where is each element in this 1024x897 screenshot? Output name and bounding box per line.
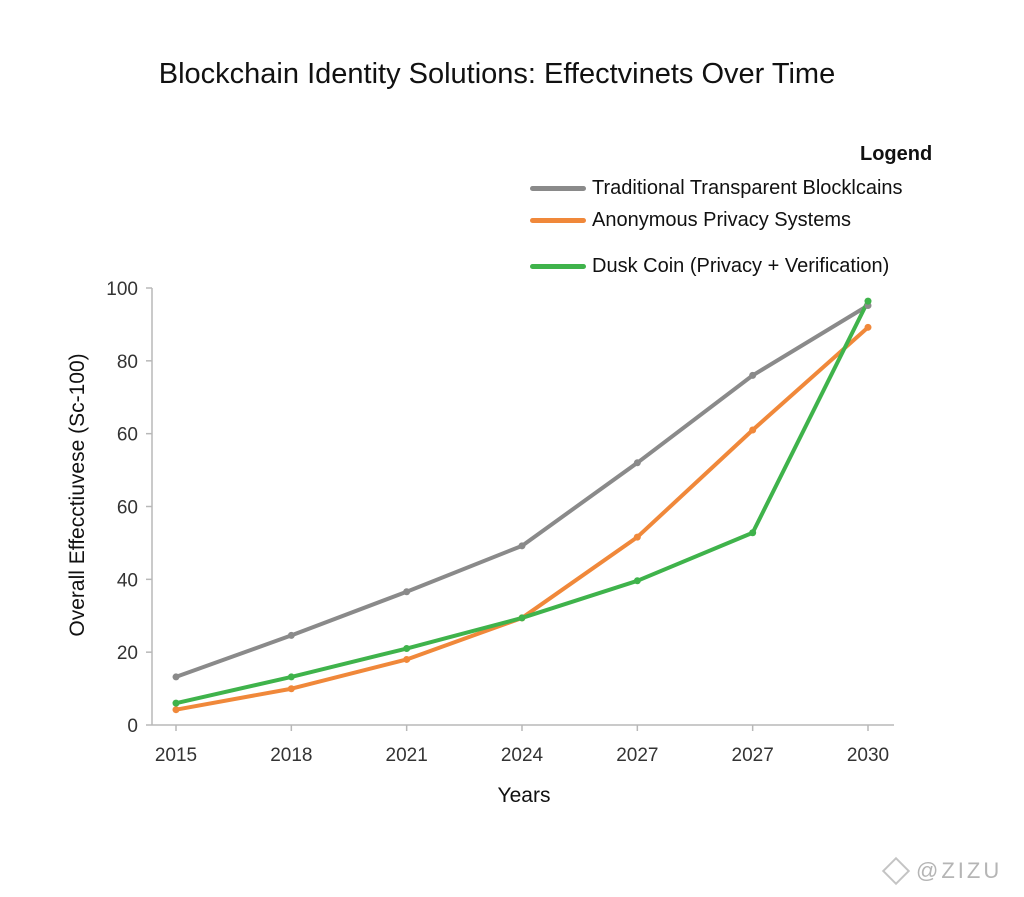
x-tick-label: 2027 — [732, 745, 774, 766]
data-point-dusk — [403, 645, 411, 653]
data-point-traditional — [287, 631, 295, 639]
legend-title: Logend — [860, 143, 933, 165]
legend-label-dusk: Dusk Coin (Privacy + Verification) — [592, 254, 890, 277]
y-axis-label: Overall Effecctiuvese (Sc-100) — [66, 353, 89, 636]
y-tick-label: 20 — [117, 643, 138, 664]
x-tick-label: 2030 — [847, 745, 889, 766]
data-point-dusk — [518, 614, 526, 622]
y-tick-label: 60 — [117, 498, 138, 519]
data-point-anonymous — [403, 655, 411, 663]
x-tick-label: 2024 — [501, 745, 544, 766]
y-tick-label: 80 — [117, 352, 138, 373]
series-points — [172, 297, 872, 714]
x-tick-label: 2027 — [616, 745, 658, 766]
chart-axes: 0 20 40 60 60 80 100 2015 2018 2021 2024 2027 2027 20… — [106, 279, 894, 766]
watermark-logo-icon — [881, 856, 911, 886]
y-tick-label: 0 — [127, 716, 138, 737]
x-tick-label: 2021 — [386, 745, 428, 766]
legend-item-traditional: Traditional Transparent Blocklcains — [530, 175, 903, 201]
data-point-anonymous — [864, 323, 872, 331]
legend-label-traditional: Traditional Transparent Blocklcains — [592, 176, 903, 199]
data-point-dusk — [633, 577, 641, 585]
data-point-dusk — [864, 297, 872, 305]
data-point-anonymous — [287, 685, 295, 693]
data-point-traditional — [633, 459, 641, 467]
chart-title: Blockchain Identity Solutions: Effectvin… — [158, 58, 836, 90]
series-line-dusk — [174, 299, 870, 706]
data-point-anonymous — [633, 533, 641, 541]
watermark: @ZIZU — [881, 856, 1003, 886]
data-point-dusk — [287, 673, 295, 681]
x-axis-label: Years — [498, 784, 551, 807]
data-point-dusk — [172, 699, 180, 707]
y-tick-label: 100 — [106, 279, 138, 300]
y-tick-label: 40 — [117, 570, 138, 591]
legend-swatch-anonymous — [530, 217, 586, 223]
data-point-anonymous — [749, 426, 757, 434]
data-point-traditional — [172, 673, 180, 681]
series-lines — [174, 299, 870, 712]
y-tick-label: 60 — [117, 425, 138, 446]
legend-label-anonymous: Anonymous Privacy Systems — [592, 208, 851, 231]
data-point-traditional — [403, 588, 411, 596]
data-point-traditional — [518, 542, 526, 550]
x-tick-label: 2018 — [270, 745, 312, 766]
watermark-text: @ZIZU — [916, 858, 1003, 883]
series-line-anonymous — [174, 325, 870, 712]
x-tick-label: 2015 — [155, 745, 197, 766]
legend-item-dusk: Dusk Coin (Privacy + Verification) — [530, 253, 889, 279]
data-point-anonymous — [172, 706, 180, 714]
legend-swatch-dusk — [530, 263, 586, 269]
legend-item-anonymous: Anonymous Privacy Systems — [530, 207, 851, 233]
legend-swatch-traditional — [530, 185, 586, 191]
data-point-traditional — [749, 371, 757, 379]
data-point-dusk — [749, 529, 757, 537]
